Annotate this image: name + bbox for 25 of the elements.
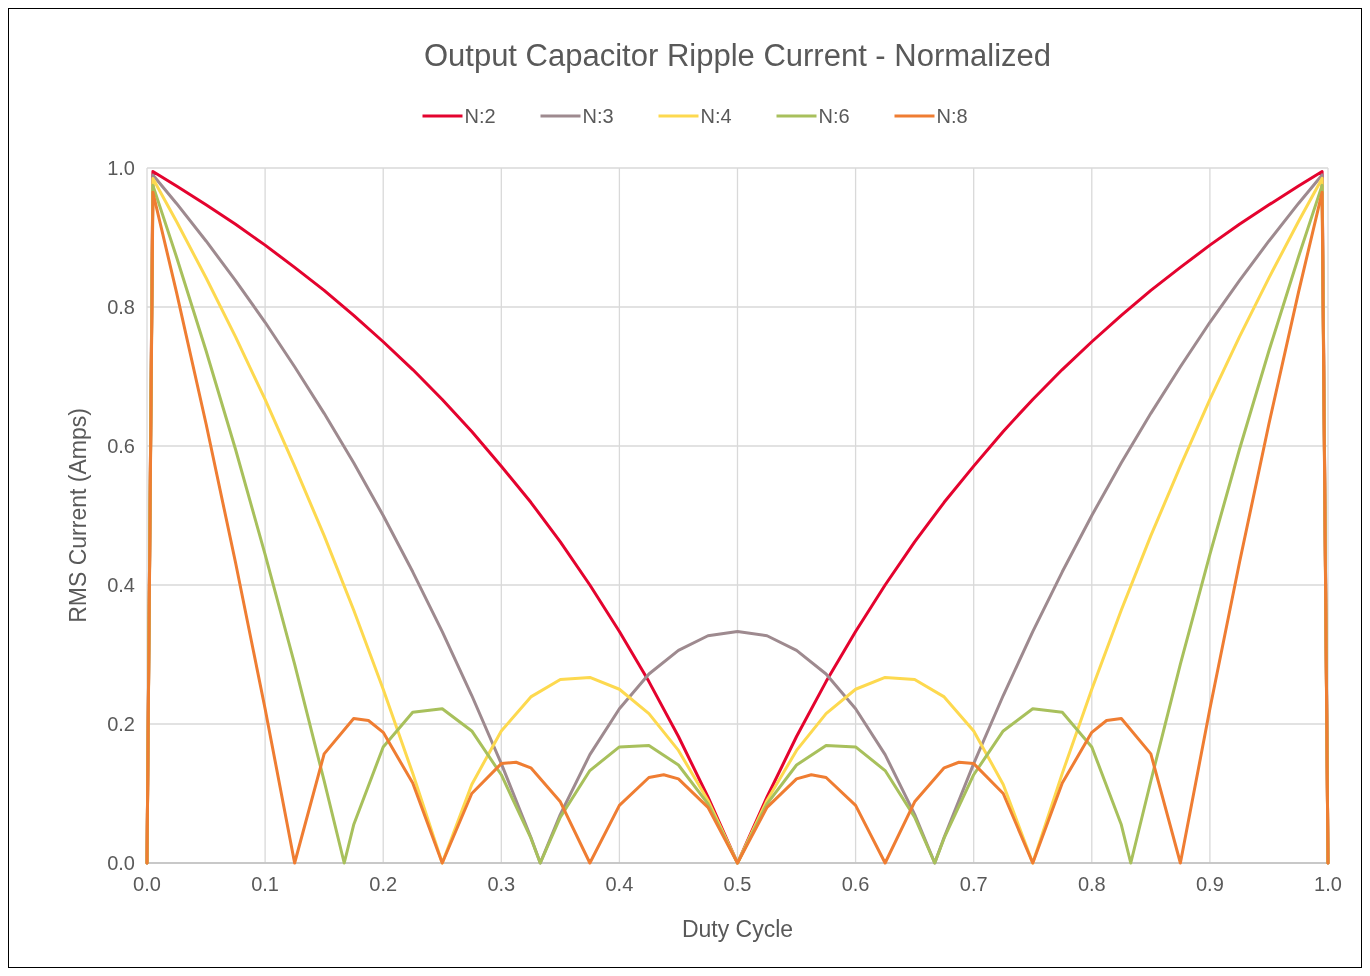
x-tick-label: 0.7 [959,873,988,895]
x-tick-label: 1.0 [1314,873,1342,895]
x-tick-label: 0.4 [605,873,634,895]
legend-label: N:2 [464,105,496,127]
x-tick-label: 0.0 [133,873,161,895]
y-tick-label: 0.0 [107,852,135,874]
chart-title: Output Capacitor Ripple Current - Normalized [423,38,1052,73]
y-tick-label: 0.2 [107,713,135,735]
x-axis-title: Duty Cycle [681,916,794,942]
x-tick-label: 0.3 [487,873,516,895]
legend-label: N:8 [936,105,968,127]
x-tick-label: 0.8 [1077,873,1106,895]
x-tick-label: 0.2 [369,873,398,895]
y-tick-label: 0.8 [107,296,135,318]
x-tick-label: 0.1 [251,873,280,895]
x-tick-label: 0.5 [723,873,752,895]
y-tick-label: 1.0 [107,157,135,179]
x-tick-label: 0.6 [841,873,870,895]
x-tick-label: 0.9 [1195,873,1224,895]
legend-label: N:3 [582,105,614,127]
y-axis-title: RMS Current (Amps) [65,408,91,623]
y-tick-label: 0.4 [107,574,135,596]
legend-label: N:6 [818,105,850,127]
legend-label: N:4 [700,105,732,127]
y-tick-label: 0.6 [107,435,135,457]
